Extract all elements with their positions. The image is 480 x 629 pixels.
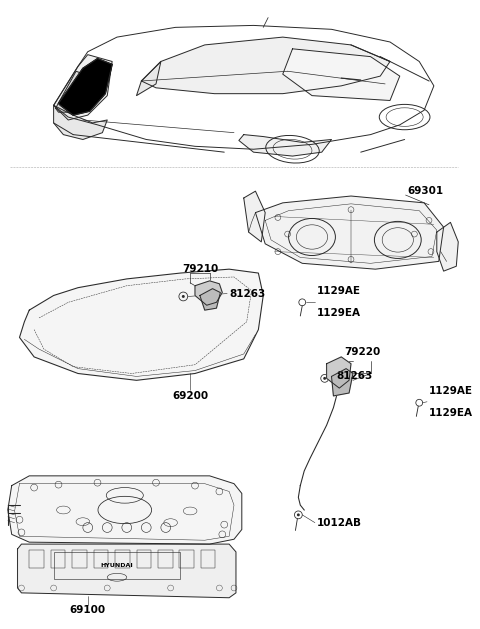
Text: 81263: 81263 (336, 371, 372, 381)
Text: 79210: 79210 (182, 264, 218, 274)
Polygon shape (437, 223, 458, 271)
Polygon shape (283, 49, 400, 101)
Polygon shape (54, 55, 112, 120)
Polygon shape (239, 135, 332, 156)
Polygon shape (244, 191, 265, 242)
Bar (115, 550, 130, 567)
Polygon shape (200, 289, 220, 310)
Bar (201, 550, 216, 567)
Bar (94, 550, 108, 567)
Text: 69200: 69200 (172, 391, 208, 401)
Bar (158, 550, 173, 567)
Bar (54, 552, 180, 579)
Text: 69301: 69301 (408, 186, 444, 196)
Circle shape (323, 377, 326, 380)
Bar (72, 550, 87, 567)
Text: 81263: 81263 (229, 289, 265, 299)
Text: HYUNDAI: HYUNDAI (101, 563, 133, 568)
Polygon shape (18, 544, 236, 598)
Polygon shape (8, 476, 242, 544)
Polygon shape (326, 357, 351, 388)
Polygon shape (54, 106, 107, 140)
Polygon shape (59, 58, 112, 115)
Bar (29, 550, 44, 567)
Polygon shape (142, 37, 390, 94)
Text: 1012AB: 1012AB (317, 518, 362, 528)
Polygon shape (332, 369, 353, 396)
Text: 1129AE: 1129AE (429, 386, 473, 396)
Polygon shape (20, 269, 263, 381)
Circle shape (297, 513, 300, 516)
Bar (51, 550, 65, 567)
Polygon shape (195, 281, 222, 305)
Circle shape (182, 295, 185, 298)
Bar (180, 550, 194, 567)
Text: 1129EA: 1129EA (429, 408, 473, 418)
Polygon shape (56, 71, 84, 112)
Text: 69100: 69100 (70, 605, 106, 615)
Bar (136, 550, 151, 567)
Text: 1129AE: 1129AE (317, 286, 361, 296)
Text: 1129EA: 1129EA (317, 308, 361, 318)
Text: 79220: 79220 (345, 347, 381, 357)
Polygon shape (255, 196, 444, 269)
Polygon shape (136, 62, 161, 96)
